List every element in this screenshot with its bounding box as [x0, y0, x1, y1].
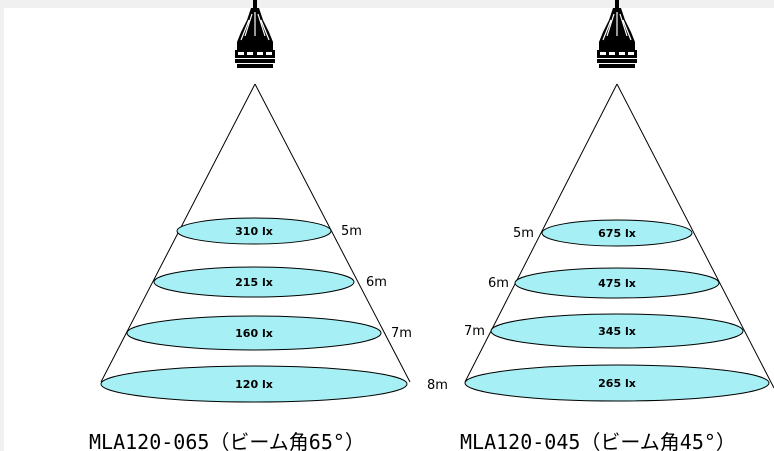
distance-label: 5m — [513, 226, 534, 241]
illuminance-ellipse — [100, 365, 408, 403]
light-level-6m: 215 lx 6m — [153, 266, 387, 298]
fixture-caption-left: MLA120-065（ビーム角65°） — [89, 430, 365, 451]
light-level-7m: 345 lx 7m — [464, 313, 744, 349]
illuminance-label: 120 lx — [235, 378, 273, 391]
floodlight-icon — [596, 0, 638, 69]
light-level-8m: 120 lx 8m — [100, 365, 448, 403]
floodlight-icon — [234, 0, 276, 69]
illuminance-label: 160 lx — [235, 327, 273, 340]
illuminance-label: 675 lx — [598, 227, 636, 240]
illuminance-ellipse — [541, 219, 693, 247]
distance-label: 7m — [464, 324, 485, 339]
illuminance-ellipse — [490, 313, 744, 349]
fixture-right: 675 lx 5m 475 lx 6m 345 lx 7m 265 lx — [464, 0, 774, 402]
illuminance-ellipse — [153, 266, 355, 298]
illuminance-label: 475 lx — [598, 277, 636, 290]
illuminance-ellipse — [464, 364, 770, 402]
distance-label: 5m — [341, 224, 362, 239]
distance-label: 6m — [366, 275, 387, 290]
illuminance-ellipse — [126, 315, 382, 351]
distance-label: 7m — [391, 326, 412, 341]
beam-edge-right — [616, 83, 774, 389]
illuminance-label: 345 lx — [598, 325, 636, 338]
fixture-caption-right: MLA120-045（ビーム角45°） — [460, 430, 736, 451]
illuminance-label: 215 lx — [235, 276, 273, 289]
fixture-left: 310 lx 5m 215 lx 6m 160 lx 7m 120 lx 8m — [100, 0, 448, 403]
illuminance-label: 265 lx — [598, 377, 636, 390]
light-level-5m: 310 lx 5m — [176, 217, 362, 245]
distance-label: 6m — [488, 276, 509, 291]
light-level-8m: 265 lx — [464, 364, 770, 402]
beam-edge-left — [464, 83, 618, 383]
illuminance-ellipse — [176, 217, 332, 245]
light-level-7m: 160 lx 7m — [126, 315, 412, 351]
illuminance-ellipse — [514, 267, 720, 299]
light-level-5m: 675 lx 5m — [513, 219, 693, 247]
illuminance-label: 310 lx — [235, 225, 273, 238]
light-level-6m: 475 lx 6m — [488, 267, 720, 299]
distance-label: 8m — [427, 378, 448, 393]
beam-edge-right — [254, 83, 411, 383]
